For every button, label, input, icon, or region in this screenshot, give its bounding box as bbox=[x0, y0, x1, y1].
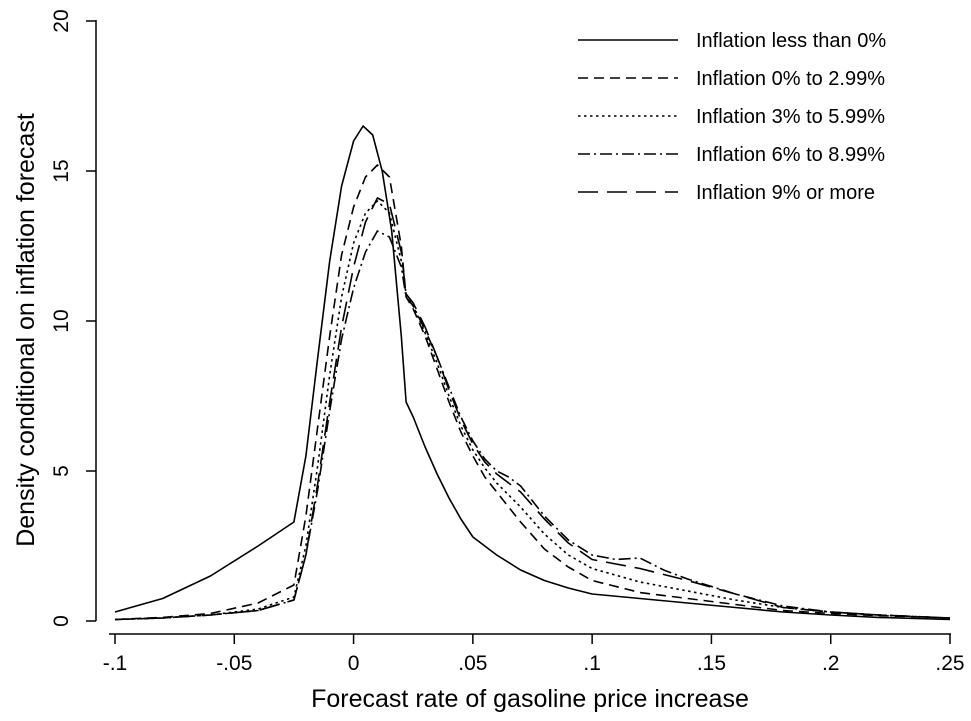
x-tick-label: .1 bbox=[583, 652, 601, 675]
y-tick-label: 10 bbox=[50, 309, 73, 332]
series-line bbox=[114, 197, 951, 621]
legend-label: Inflation 3% to 5.99% bbox=[696, 106, 885, 128]
series-line bbox=[114, 164, 951, 621]
y-tick-label: 0 bbox=[50, 615, 73, 627]
x-tick-label: .2 bbox=[822, 652, 840, 675]
legend-label: Inflation 0% to 2.99% bbox=[696, 68, 885, 90]
x-tick-label: -.1 bbox=[103, 652, 128, 675]
x-tick-label: 0 bbox=[348, 652, 360, 675]
y-tick-label: 20 bbox=[50, 9, 73, 32]
plot-area: 0 5 10 15 20 -.1 -.05 0 .05 .1 .15 .2 .25 bbox=[50, 9, 965, 675]
y-axis-title: Density conditional on inflation forecas… bbox=[12, 113, 40, 547]
x-tick-label: .15 bbox=[697, 652, 726, 675]
legend-label: Inflation 6% to 8.99% bbox=[696, 144, 885, 166]
legend: Inflation less than 0% Inflation 0% to 2.… bbox=[578, 30, 886, 204]
x-tick-label: -.05 bbox=[216, 652, 252, 675]
x-tick-label: .25 bbox=[935, 652, 964, 675]
series-line bbox=[114, 230, 951, 621]
y-tick-label: 5 bbox=[50, 465, 73, 477]
legend-label: Inflation 9% or more bbox=[696, 182, 875, 204]
series-lines bbox=[114, 125, 951, 621]
series-line bbox=[114, 200, 951, 621]
x-tick-label: .05 bbox=[458, 652, 487, 675]
y-tick-label: 15 bbox=[50, 159, 73, 182]
legend-label: Inflation less than 0% bbox=[696, 30, 886, 52]
series-line bbox=[114, 125, 951, 621]
y-axis-ticks: 0 5 10 15 20 bbox=[50, 9, 96, 627]
x-axis-ticks: -.1 -.05 0 .05 .1 .15 .2 .25 bbox=[103, 634, 965, 675]
x-axis-title: Forecast rate of gasoline price increase bbox=[311, 685, 749, 713]
